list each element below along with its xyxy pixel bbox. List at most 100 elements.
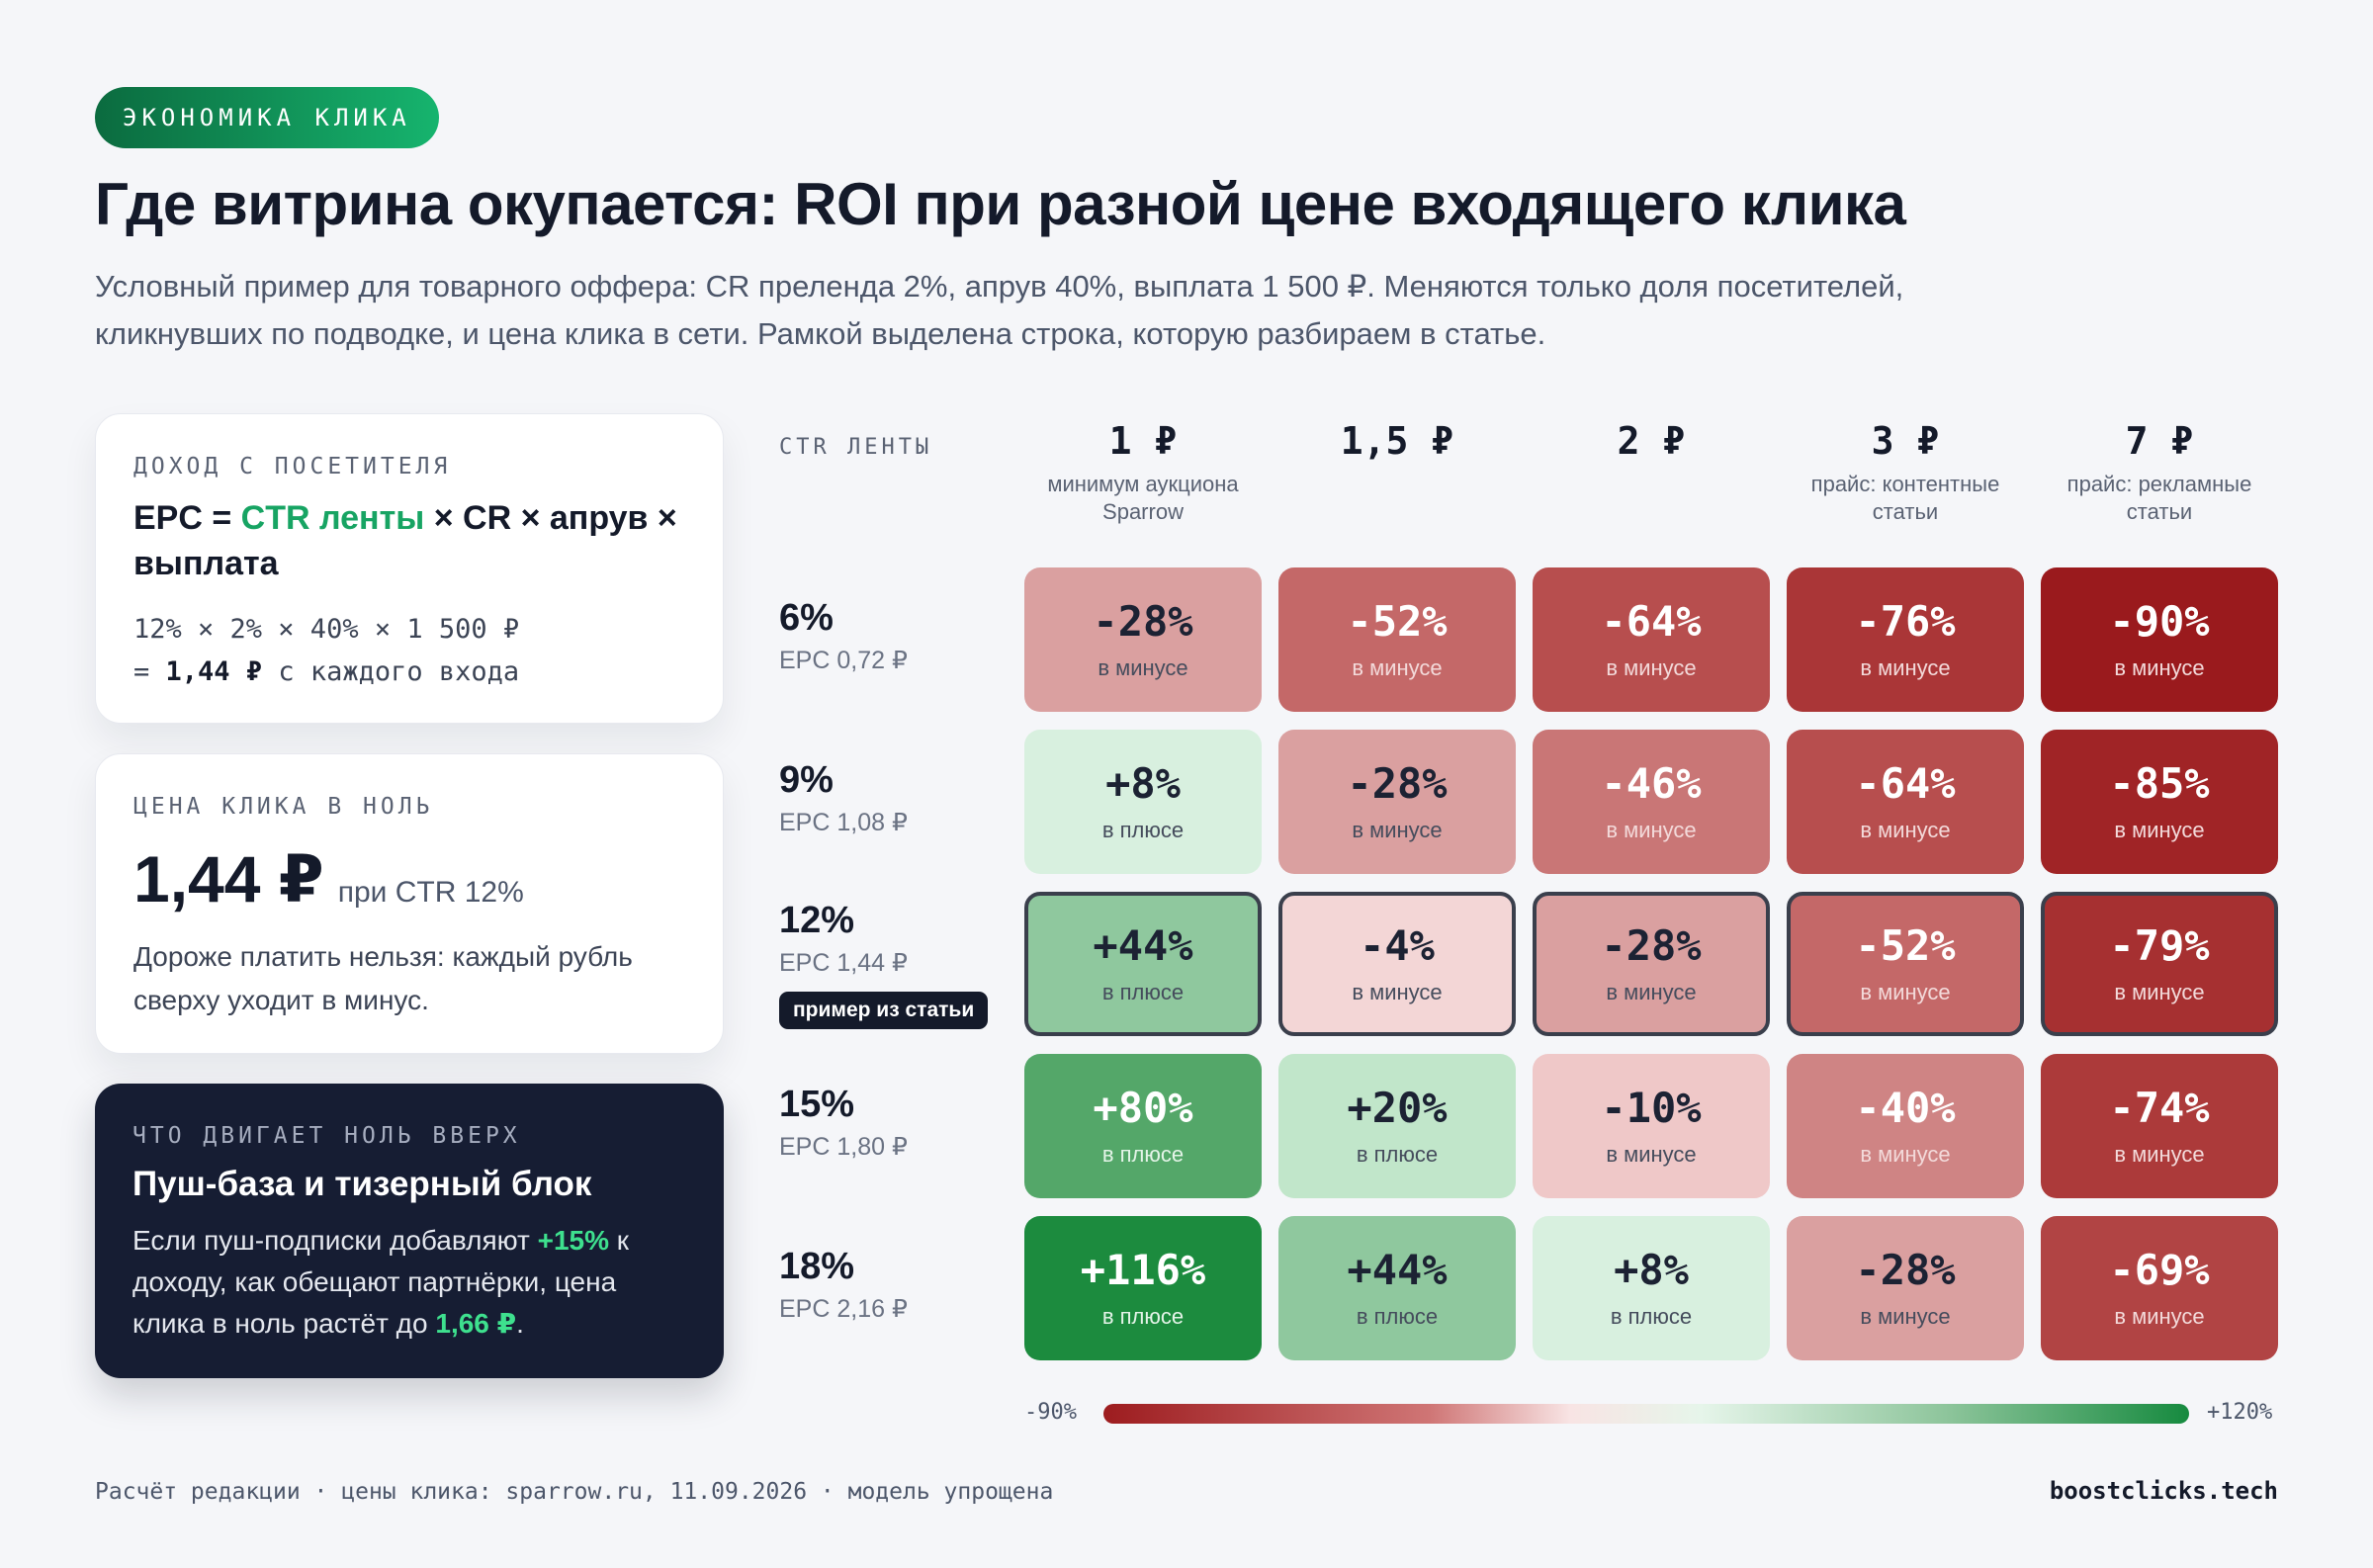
cell-value: +8% (1105, 759, 1181, 808)
row-ctr: 18% (779, 1246, 855, 1287)
cell-value: -28% (1601, 921, 1702, 970)
row-ctr: 6% (779, 597, 834, 639)
row-header: 9% EPC 1,08 ₽ (779, 759, 908, 837)
cell-status: в минусе (1606, 1142, 1697, 1167)
heatmap-cell: -28% в минусе (1024, 567, 1262, 712)
heatmap-cell: -40% в минусе (1787, 1054, 2024, 1198)
cell-value: +80% (1093, 1084, 1193, 1132)
cell-value: -85% (2109, 759, 2210, 808)
heatmap-cell: -28% в минусе (1787, 1216, 2024, 1360)
heatmap-cell: -10% в минусе (1533, 1054, 1770, 1198)
driver-card-label: ЧТО ДВИГАЕТ НОЛЬ ВВЕРХ (132, 1123, 521, 1149)
epc-calculation: 12% × 2% × 40% × 1 500 ₽ = 1,44 ₽ с кажд… (133, 608, 685, 693)
cell-value: -52% (1347, 597, 1448, 646)
cell-status: в минусе (1606, 655, 1697, 680)
breakeven-note: Дороже платить нельзя: каждый рубль свер… (133, 941, 633, 1015)
cell-status: в плюсе (1101, 1142, 1185, 1167)
cell-status: в плюсе (1101, 1304, 1185, 1329)
breakeven-value-sub: при CTR 12% (337, 876, 524, 909)
heatmap-cell: -28% в минусе (1533, 892, 1770, 1036)
heatmap-cell: -74% в минусе (2041, 1054, 2278, 1198)
column-header: 1 ₽ минимум аукциона Sparrow (1024, 419, 1262, 526)
heatmap-cell: -52% в минусе (1278, 567, 1516, 712)
cell-value: +44% (1347, 1246, 1448, 1294)
cell-value: +44% (1093, 921, 1193, 970)
scale-max-label: +120% (2207, 1400, 2273, 1425)
cell-value: -46% (1601, 759, 1702, 808)
calc-suffix: с каждого входа (262, 656, 520, 687)
cell-value: -76% (1855, 597, 1956, 646)
cell-status: в минусе (1860, 980, 1951, 1004)
heatmap-cell: -46% в минусе (1533, 730, 1770, 874)
scale-min-label: -90% (1024, 1400, 1077, 1425)
cell-status: в плюсе (1356, 1142, 1439, 1167)
cell-status: в минусе (2114, 1304, 2205, 1329)
breakeven-value: 1,44 ₽ (133, 842, 324, 915)
heatmap-cell: +44% в плюсе (1278, 1216, 1516, 1360)
driver-heading: Пуш-база и тизерный блок (132, 1165, 592, 1203)
cell-value: -74% (2109, 1084, 2210, 1132)
cell-status: в плюсе (1101, 980, 1185, 1004)
cell-value: -52% (1855, 921, 1956, 970)
row-ctr: 9% (779, 759, 834, 801)
calc-result: 1,44 ₽ (165, 656, 263, 687)
cell-status: в плюсе (1610, 1304, 1693, 1329)
row-axis-label: CTR ЛЕНТЫ (779, 435, 933, 460)
footer-site: boostclicks.tech (2049, 1477, 2278, 1505)
cell-status: в минусе (1352, 655, 1443, 680)
row-header: 12% EPC 1,44 ₽ пример из статьи (779, 900, 989, 1029)
column-header: 3 ₽ прайс: контентные статьи (1787, 419, 2024, 526)
column-note: прайс: контентные статьи (1810, 472, 2000, 524)
heatmap-cell: +20% в плюсе (1278, 1054, 1516, 1198)
heatmap-cell: +8% в плюсе (1533, 1216, 1770, 1360)
footer-source: Расчёт редакции · цены клика: sparrow.ru… (95, 1479, 1054, 1505)
column-price: 1 ₽ (1108, 419, 1178, 463)
cell-value: -64% (1601, 597, 1702, 646)
cell-status: в минусе (2114, 818, 2205, 842)
cell-status: в минусе (1860, 818, 1951, 842)
heatmap-cell: -79% в минусе (2041, 892, 2278, 1036)
column-header: 1,5 ₽ (1278, 419, 1516, 463)
cell-status: в минусе (1352, 818, 1443, 842)
heatmap-cell: -64% в минусе (1533, 567, 1770, 712)
cell-status: в минусе (1860, 1142, 1951, 1167)
column-price: 3 ₽ (1871, 419, 1940, 463)
heatmap-cell: -85% в минусе (2041, 730, 2278, 874)
driver-text-2: к доходу, как обещают партнёрки, цена кл… (132, 1225, 630, 1339)
breakeven-value-row: 1,44 ₽ при CTR 12% (133, 841, 685, 917)
cell-value: -28% (1347, 759, 1448, 808)
column-header: 7 ₽ прайс: рекламные статьи (2041, 419, 2278, 526)
row-header: 6% EPC 0,72 ₽ (779, 597, 908, 675)
driver-accent-2: 1,66 ₽ (435, 1308, 517, 1339)
section-tag: ЭКОНОМИКА КЛИКА (95, 87, 439, 148)
row-badge: пример из статьи (779, 992, 989, 1029)
heatmap-cell: +116% в плюсе (1024, 1216, 1262, 1360)
cell-value: -69% (2109, 1246, 2210, 1294)
cell-status: в минусе (1098, 655, 1188, 680)
cell-status: в минусе (1606, 818, 1697, 842)
column-note: прайс: рекламные статьи (2066, 472, 2252, 524)
cell-status: в плюсе (1356, 1304, 1439, 1329)
heatmap-cell: +8% в плюсе (1024, 730, 1262, 874)
heatmap-cell: -52% в минусе (1787, 892, 2024, 1036)
row-header: 15% EPC 1,80 ₽ (779, 1084, 908, 1162)
row-ctr: 15% (779, 1084, 855, 1125)
cell-status: в минусе (1606, 980, 1697, 1004)
row-epc: EPC 0,72 ₽ (779, 647, 908, 674)
driver-card: ЧТО ДВИГАЕТ НОЛЬ ВВЕРХ Пуш-база и тизерн… (95, 1084, 724, 1378)
calc-line-2: = 1,44 ₽ с каждого входа (133, 651, 685, 693)
column-price: 2 ₽ (1617, 419, 1686, 463)
epc-card-label: ДОХОД С ПОСЕТИТЕЛЯ (133, 454, 452, 479)
cell-value: +20% (1347, 1084, 1448, 1132)
calc-line-1: 12% × 2% × 40% × 1 500 ₽ (133, 614, 520, 645)
driver-text-1: Если пуш-подписки добавляют (132, 1225, 538, 1256)
page-subtitle: Условный пример для товарного оффера: CR… (95, 269, 1904, 351)
column-price: 1,5 ₽ (1340, 419, 1454, 463)
cell-value: +8% (1614, 1246, 1689, 1294)
heatmap-cell: -64% в минусе (1787, 730, 2024, 874)
calc-prefix: = (133, 656, 166, 687)
cell-status: в минусе (2114, 655, 2205, 680)
cell-value: -40% (1855, 1084, 1956, 1132)
driver-text-3: . (516, 1308, 524, 1339)
heatmap-cell: -90% в минусе (2041, 567, 2278, 712)
